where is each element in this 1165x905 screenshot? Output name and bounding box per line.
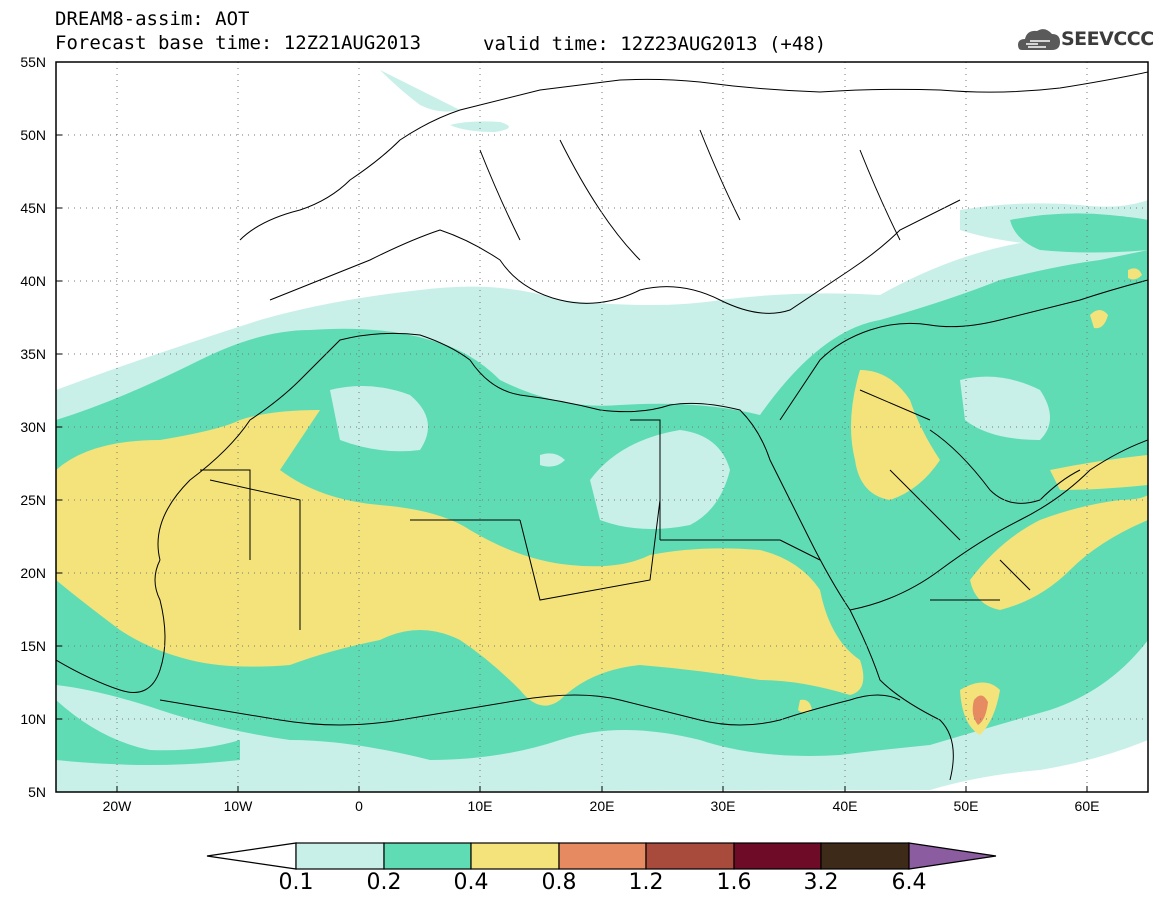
forecast-base-time: Forecast base time: 12Z21AUG2013 — [55, 32, 422, 54]
lat-label-45n: 45N — [20, 200, 46, 216]
grid-lines — [56, 62, 1148, 792]
aot-contour-0-4 — [56, 410, 864, 706]
colorbar-label-3-2: 3.2 — [803, 870, 839, 895]
aot-contour-0-8 — [972, 695, 988, 725]
lat-label-40n: 40N — [20, 273, 46, 289]
colorbar-label-0-8: 0.8 — [541, 870, 577, 895]
map-title: DREAM8-assim: AOT — [55, 8, 250, 30]
lat-label-5n: 5N — [28, 784, 46, 800]
lon-label-30e: 30E — [710, 798, 736, 814]
logo-text: SEEVCCC — [1061, 28, 1154, 50]
lon-label-20w: 20W — [102, 798, 132, 814]
cloud-icon — [1018, 29, 1060, 50]
colorbar-label-6-4: 6.4 — [891, 870, 927, 895]
lat-label-55n: 55N — [20, 54, 46, 70]
lon-label-50e: 50E — [953, 798, 979, 814]
colorbar-label-0-4: 0.4 — [453, 870, 489, 895]
lat-label-35n: 35N — [20, 346, 46, 362]
lat-label-25n: 25N — [20, 492, 46, 508]
lat-label-10n: 10N — [20, 711, 46, 727]
lon-label-10e: 10E — [467, 798, 493, 814]
colorbar-label-1-6: 1.6 — [716, 870, 752, 895]
colorbar-label-0-2: 0.2 — [366, 870, 402, 895]
lon-label-40e: 40E — [832, 798, 858, 814]
lon-label-0: 0 — [355, 798, 363, 814]
lon-label-10w: 10W — [223, 798, 253, 814]
lat-label-15n: 15N — [20, 638, 46, 654]
colorbar-label-0-1: 0.1 — [278, 870, 314, 895]
coastlines — [56, 71, 1148, 781]
colorbar-label-1-2: 1.2 — [628, 870, 664, 895]
lon-label-60e: 60E — [1074, 798, 1100, 814]
valid-time: valid time: 12Z23AUG2013 (+48) — [483, 33, 827, 55]
lat-label-20n: 20N — [20, 565, 46, 581]
lat-label-30n: 30N — [20, 419, 46, 435]
lon-label-20e: 20E — [589, 798, 615, 814]
axis-ticks — [56, 61, 1088, 792]
lat-label-50n: 50N — [20, 127, 46, 143]
